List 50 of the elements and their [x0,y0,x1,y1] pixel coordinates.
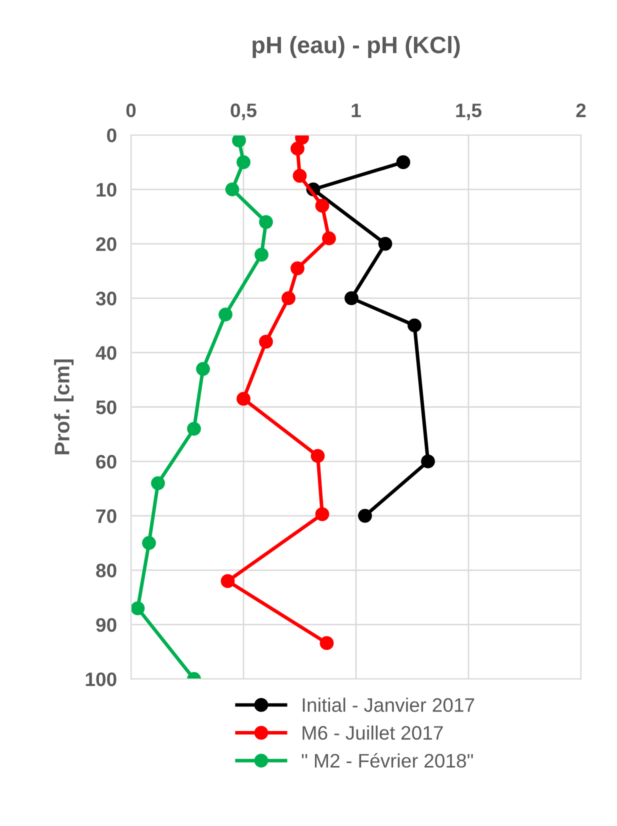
point [292,168,307,183]
point [254,248,268,262]
y-tick-label: 30 [96,292,116,306]
y-tick-label: 80 [96,564,116,578]
point [421,454,435,468]
point [196,362,210,376]
y-axis-title: Prof. [cm] [54,360,74,454]
x-tick-label: 0 [126,104,136,118]
point [290,142,304,156]
point [408,318,422,332]
y-tick-label: 20 [96,237,116,252]
x-tick-label: 2 [576,104,586,118]
point [322,231,336,246]
point [236,392,250,406]
point [396,155,410,170]
x-tick-label: 1 [352,104,361,118]
point [290,261,304,276]
y-tick-label: 50 [96,400,116,414]
chart-title: pH (eau) - pH (KCl) [252,36,460,58]
point [310,449,325,463]
point [225,182,240,196]
x-tick-label: 1,5 [456,104,482,120]
point [218,308,232,322]
point [344,291,358,306]
y-tick-label: 100 [86,672,116,686]
y-tick-label: 40 [96,346,116,360]
point [131,601,145,616]
x-tick-label: 0,5 [230,104,256,120]
legend-label: Initial - Janvier 2017 [302,698,474,712]
point [315,198,330,213]
point [259,215,273,229]
point [232,135,246,148]
point [187,422,201,436]
point [378,236,392,251]
point [220,574,235,588]
y-tick-label: 0 [107,128,116,142]
y-tick-label: 90 [96,618,116,632]
point [142,536,156,550]
y-tick-label: 70 [96,509,116,524]
point [315,507,330,522]
point [151,476,165,490]
y-tick-label: 60 [96,454,116,469]
point [282,291,296,306]
point [259,334,273,349]
point [358,508,372,523]
legend-label: " M2 - Février 2018" [302,753,473,768]
legend-label: M6 - Juillet 2017 [302,726,443,740]
point [320,636,334,650]
y-tick-label: 10 [96,182,116,197]
point [236,155,250,170]
